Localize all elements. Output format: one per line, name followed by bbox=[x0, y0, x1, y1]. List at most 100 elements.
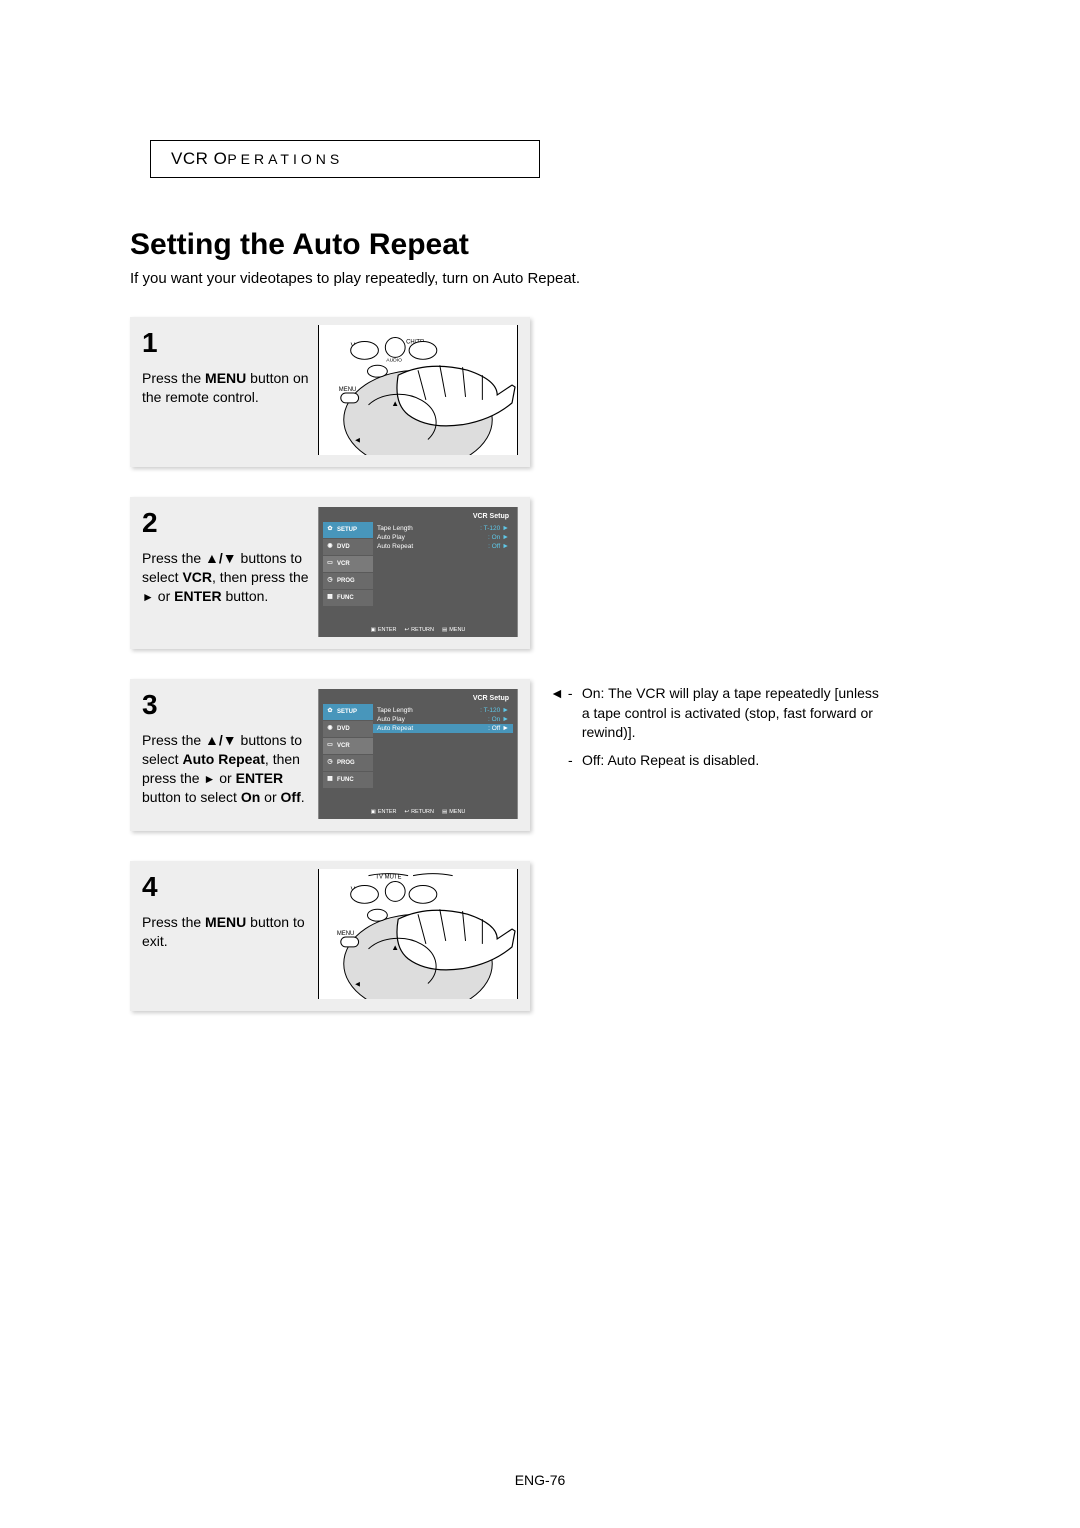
s3-b2: ENTER bbox=[236, 770, 283, 786]
step-1-figure: VOL CH/TR AUDIO MENU ▲ ◄ bbox=[318, 325, 518, 455]
step-2-text: Press the ▲/▼ buttons to select VCR, the… bbox=[142, 539, 320, 606]
fm3: MENU bbox=[449, 809, 465, 815]
s3-b3: On bbox=[241, 789, 260, 805]
fe3: ENTER bbox=[378, 809, 397, 815]
svg-text:▲: ▲ bbox=[391, 399, 399, 408]
s3-t1: Press the bbox=[142, 732, 205, 748]
func-icon-3: ▦ bbox=[325, 775, 335, 785]
menu-content-3: Tape Length: T-120 ► Auto Play: On ► Aut… bbox=[373, 704, 513, 794]
step-1-text: Press the MENU button on the remote cont… bbox=[142, 359, 320, 407]
mi2vt: : Off bbox=[488, 543, 500, 550]
s3-t5: button to select bbox=[142, 789, 241, 805]
menu-content-2: Tape Length: T-120 ► Auto Play: On ► Aut… bbox=[373, 522, 513, 612]
s3-t4: or bbox=[215, 770, 235, 786]
mi1v: : On ► bbox=[488, 534, 509, 541]
mi2v: : Off ► bbox=[488, 543, 509, 550]
tab-dvd: ◉DVD bbox=[323, 539, 373, 555]
mi1l: Auto Play bbox=[377, 534, 405, 541]
step-2-number: 2 bbox=[142, 507, 166, 539]
side-notes: ◄ - On: The VCR will play a tape repeate… bbox=[550, 679, 890, 778]
s2-t1: Press the bbox=[142, 550, 205, 566]
menu-label: MENU bbox=[339, 387, 356, 393]
menu-title-2: VCR Setup bbox=[323, 511, 513, 522]
step-3-number: 3 bbox=[142, 689, 166, 721]
step-4-number: 4 bbox=[142, 871, 166, 903]
s2-b1: VCR bbox=[182, 569, 212, 585]
menu-item-autoplay: Auto Play : On ► bbox=[377, 533, 509, 542]
fr: RETURN bbox=[411, 627, 434, 633]
footer-return: ↩ RETURN bbox=[404, 627, 434, 633]
note-on: ◄ - On: The VCR will play a tape repeate… bbox=[550, 684, 890, 743]
footer-enter: ▣ ENTER bbox=[371, 627, 397, 633]
mi1l3: Auto Play bbox=[377, 716, 405, 723]
s3-b1: Auto Repeat bbox=[182, 751, 264, 767]
s1-b1: MENU bbox=[205, 370, 246, 386]
mi2l3: Auto Repeat bbox=[377, 725, 413, 732]
func-icon: ▦ bbox=[325, 593, 335, 603]
tab-func: ▦FUNC bbox=[323, 590, 373, 606]
tab-dvd-label-3: DVD bbox=[337, 726, 350, 732]
note-off-body: Off: Auto Repeat is disabled. bbox=[582, 751, 890, 771]
svg-text:▲: ▲ bbox=[391, 943, 399, 952]
mi0vt3: : T-120 bbox=[480, 707, 500, 714]
disc-icon: ◉ bbox=[325, 542, 335, 552]
menu-item-autoplay-3: Auto Play: On ► bbox=[377, 715, 509, 724]
step-4-card: 4 Press the MENU button to exit. TV MUTE… bbox=[130, 861, 530, 1011]
tab-vcr-label: VCR bbox=[337, 561, 350, 567]
step-4-figure: TV MUTE VOL MENU ▲ ◄ bbox=[318, 869, 518, 999]
gear-icon-3: ✿ bbox=[325, 707, 335, 717]
step-2-menu: VCR Setup ✿SETUP ◉DVD ▭VCR ◷PROG ▦FUNC T… bbox=[318, 507, 518, 637]
note-off: - Off: Auto Repeat is disabled. bbox=[550, 751, 890, 771]
tape-icon-3: ▭ bbox=[325, 741, 335, 751]
right-icon-3: ► bbox=[203, 772, 215, 786]
step-1-text-col: 1 Press the MENU button on the remote co… bbox=[142, 327, 320, 455]
on-label: On: bbox=[582, 685, 608, 701]
step-4-text: Press the MENU button to exit. bbox=[142, 903, 320, 951]
intro-text: If you want your videotapes to play repe… bbox=[130, 270, 950, 287]
updown-icon-3: ▲/▼ bbox=[205, 732, 237, 748]
fr3: RETURN bbox=[411, 809, 434, 815]
menu-sidebar-3: ✿SETUP ◉DVD ▭VCR ◷PROG ▦FUNC bbox=[323, 704, 373, 794]
tab-prog-label: PROG bbox=[337, 578, 355, 584]
mi2l: Auto Repeat bbox=[377, 543, 413, 550]
mi1vt3: : On bbox=[488, 716, 500, 723]
menu-footer-3: ▣ ENTER ↩ RETURN ▤ MENU bbox=[319, 809, 517, 815]
s4-t1: Press the bbox=[142, 914, 205, 930]
step-2-row: 2 Press the ▲/▼ buttons to select VCR, t… bbox=[130, 497, 950, 649]
step-3-card: 3 Press the ▲/▼ buttons to select Auto R… bbox=[130, 679, 530, 831]
header-prefix: VCR O bbox=[171, 149, 227, 168]
step-3-row: 3 Press the ▲/▼ buttons to select Auto R… bbox=[130, 679, 950, 831]
fe: ENTER bbox=[378, 627, 397, 633]
mi0l3: Tape Length bbox=[377, 707, 413, 714]
on-text: The VCR will play a tape repeatedly [unl… bbox=[582, 685, 879, 740]
remote-illustration-4: TV MUTE VOL MENU ▲ ◄ bbox=[319, 869, 517, 999]
tab-func-label-3: FUNC bbox=[337, 777, 354, 783]
note-dash-1: - bbox=[568, 684, 582, 743]
menu-label-4: MENU bbox=[337, 931, 354, 937]
tab-func-label: FUNC bbox=[337, 595, 354, 601]
footer-enter-3: ▣ ENTER bbox=[371, 809, 397, 815]
off-label: Off: bbox=[582, 752, 607, 768]
svg-text:◄: ◄ bbox=[354, 435, 362, 444]
menu-body-3: ✿SETUP ◉DVD ▭VCR ◷PROG ▦FUNC Tape Length… bbox=[323, 704, 513, 794]
tab-prog: ◷PROG bbox=[323, 573, 373, 589]
tab-vcr: ▭VCR bbox=[323, 556, 373, 572]
step-3-text: Press the ▲/▼ buttons to select Auto Rep… bbox=[142, 721, 320, 807]
tab-func-3: ▦FUNC bbox=[323, 772, 373, 788]
s2-b2: ENTER bbox=[174, 588, 221, 604]
tab-dvd-3: ◉DVD bbox=[323, 721, 373, 737]
clock-icon-3: ◷ bbox=[325, 758, 335, 768]
tab-setup-3: ✿SETUP bbox=[323, 704, 373, 720]
off-text: Auto Repeat is disabled. bbox=[607, 752, 759, 768]
mi2v3: : Off ► bbox=[488, 725, 509, 732]
mi0vt: : T-120 bbox=[480, 525, 500, 532]
updown-icon: ▲/▼ bbox=[205, 550, 237, 566]
clock-icon: ◷ bbox=[325, 576, 335, 586]
tvmute-label: TV MUTE bbox=[375, 875, 401, 881]
mi0l: Tape Length bbox=[377, 525, 413, 532]
mi0v3: : T-120 ► bbox=[480, 707, 509, 714]
gear-icon: ✿ bbox=[325, 525, 335, 535]
disc-icon-3: ◉ bbox=[325, 724, 335, 734]
menu-sidebar-2: ✿SETUP ◉DVD ▭VCR ◷PROG ▦FUNC bbox=[323, 522, 373, 612]
s2-t4: or bbox=[154, 588, 174, 604]
